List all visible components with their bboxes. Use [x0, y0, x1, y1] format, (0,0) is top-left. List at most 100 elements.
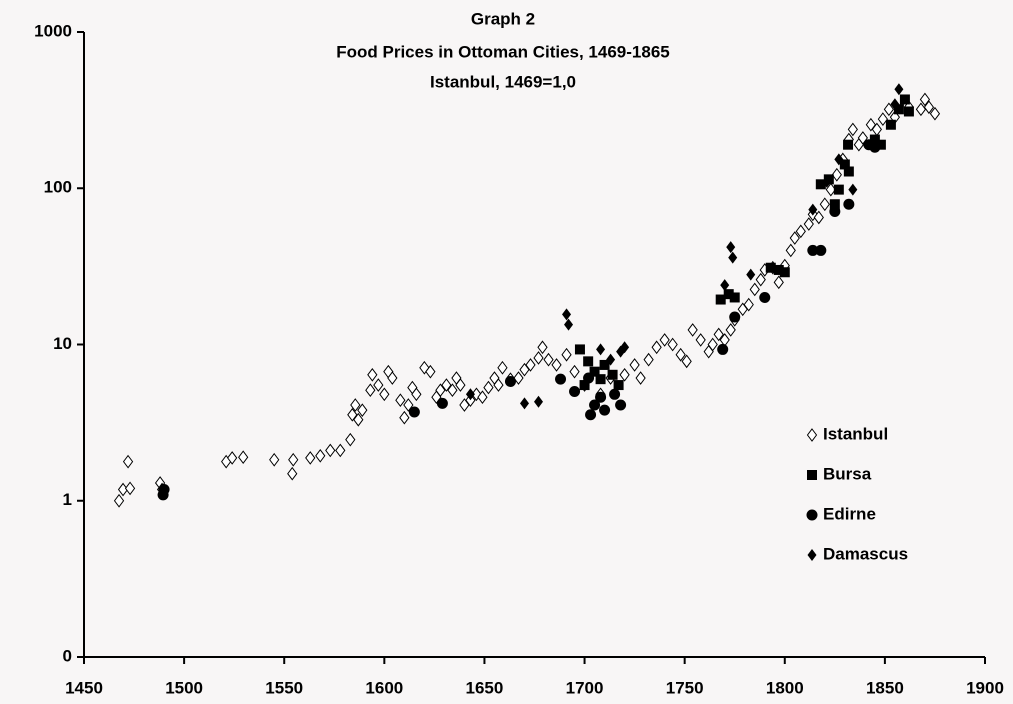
point [447, 383, 458, 398]
y-tick-label: 0 [63, 646, 72, 665]
point [729, 311, 741, 323]
legend-marker [806, 509, 818, 521]
point [813, 210, 824, 225]
x-tick-label: 1550 [265, 678, 303, 697]
point [885, 119, 896, 130]
point [903, 106, 914, 117]
point [555, 373, 567, 385]
point [890, 98, 900, 111]
point [847, 122, 858, 137]
point [755, 272, 766, 287]
point [350, 398, 361, 412]
point [569, 386, 581, 398]
point [869, 141, 881, 153]
legend-marker [807, 549, 817, 561]
point [773, 275, 784, 290]
x-tick-label: 1650 [466, 678, 504, 697]
point [525, 358, 536, 372]
point [561, 347, 572, 362]
point [803, 217, 814, 231]
point [357, 403, 368, 417]
point [681, 354, 692, 369]
point [504, 375, 516, 387]
point [707, 337, 718, 352]
point [675, 347, 686, 362]
point [325, 443, 336, 458]
point [353, 412, 364, 427]
point [387, 371, 398, 385]
point [425, 364, 436, 379]
point [746, 268, 756, 281]
point [815, 244, 827, 256]
y-tick-label: 1 [63, 490, 72, 509]
point [596, 343, 606, 356]
x-tick-label: 1600 [365, 678, 403, 697]
point [585, 409, 597, 421]
point [789, 231, 800, 245]
point [785, 243, 796, 258]
point [643, 352, 654, 367]
point [749, 282, 760, 297]
point [843, 139, 854, 150]
point [607, 369, 618, 380]
x-tick-label: 1500 [165, 678, 203, 697]
point [819, 197, 830, 212]
point [583, 356, 594, 367]
legend-marker [807, 470, 817, 480]
point [315, 448, 326, 463]
point [124, 481, 136, 496]
legend-label: Bursa [823, 464, 872, 483]
legend-label: Istanbul [823, 424, 888, 443]
point [713, 327, 724, 342]
point [726, 241, 736, 254]
point [651, 340, 662, 355]
point [436, 397, 448, 409]
point [893, 104, 904, 115]
point [773, 264, 784, 275]
point [113, 493, 125, 508]
point [635, 371, 646, 385]
point [875, 139, 886, 150]
point [595, 391, 607, 403]
point [883, 102, 895, 117]
point [609, 388, 621, 400]
point [455, 378, 466, 392]
point [441, 378, 452, 392]
point [815, 179, 826, 190]
point [513, 371, 524, 385]
point [899, 94, 910, 105]
point [919, 92, 931, 107]
point [877, 112, 889, 126]
point [833, 184, 844, 195]
point [923, 100, 935, 115]
point [227, 451, 238, 465]
point [695, 333, 706, 347]
point [395, 393, 406, 408]
point [659, 333, 670, 347]
point [483, 380, 494, 395]
point [759, 291, 771, 303]
point [795, 224, 806, 239]
point [728, 251, 738, 264]
x-tick-label: 1450 [65, 678, 103, 697]
point [365, 383, 376, 398]
point [619, 367, 630, 382]
point [613, 380, 624, 391]
point [595, 374, 606, 385]
point [583, 372, 595, 384]
point [411, 387, 422, 402]
point [825, 182, 836, 197]
point [379, 387, 390, 402]
chart-subtitle: Istanbul, 1469=1,0 [430, 72, 576, 91]
x-tick-label: 1850 [866, 678, 904, 697]
point [305, 451, 316, 465]
point [435, 383, 446, 398]
point [715, 294, 726, 305]
point [599, 404, 611, 416]
point [667, 337, 678, 352]
point [839, 159, 850, 170]
point [765, 262, 776, 273]
point [808, 203, 818, 216]
point [807, 244, 819, 256]
chart-subtitle: Food Prices in Ottoman Cities, 1469-1865 [336, 42, 670, 61]
